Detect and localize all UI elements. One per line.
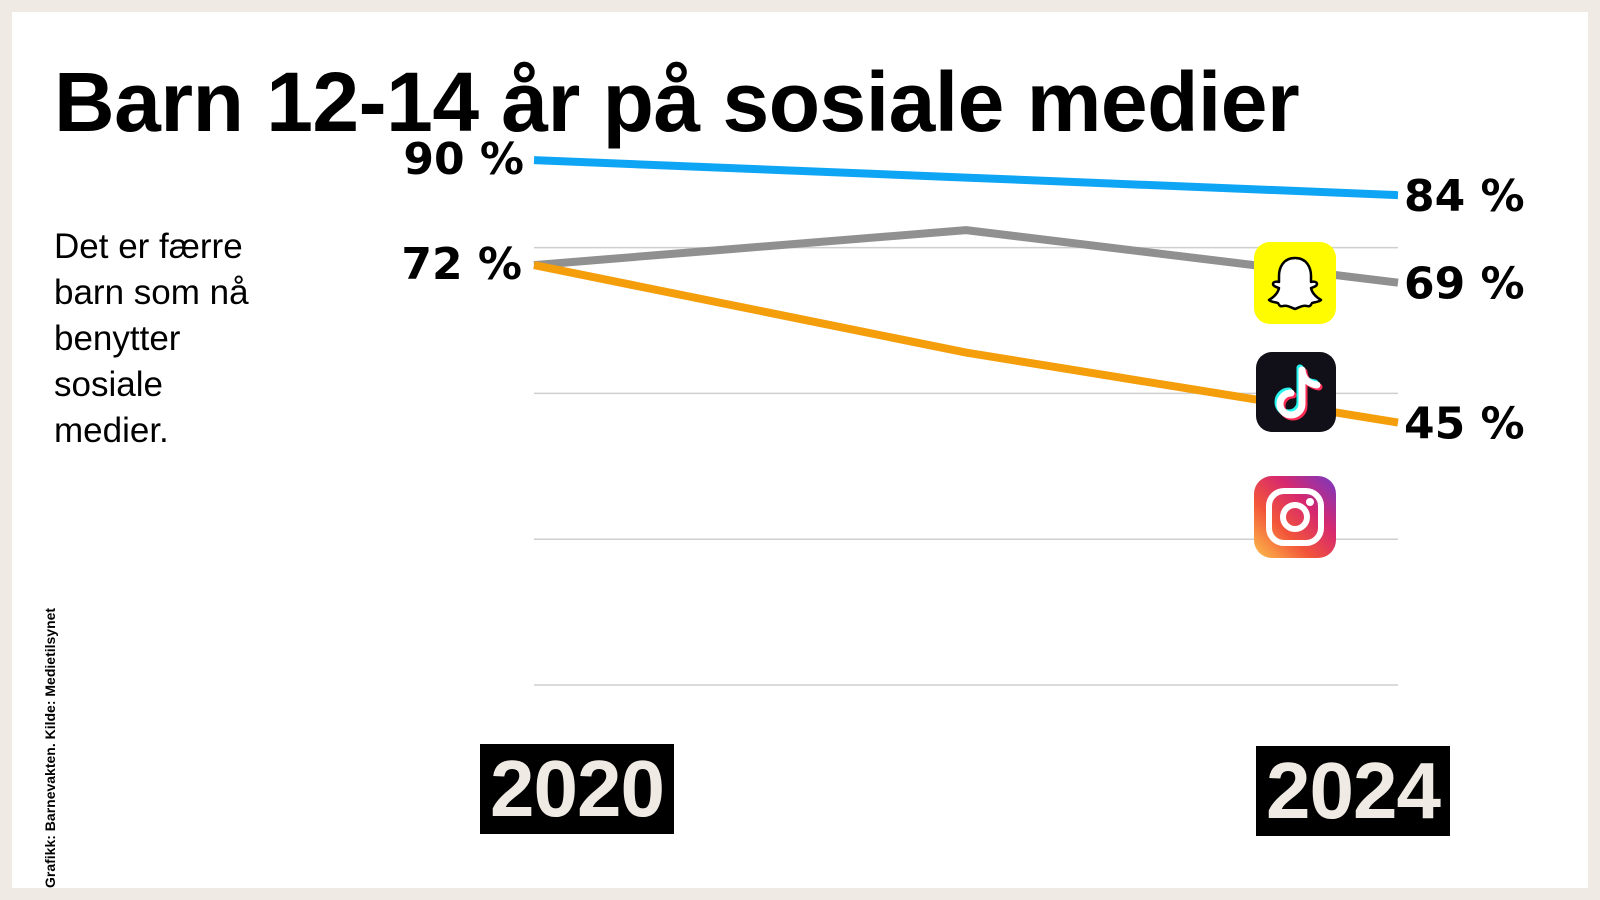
end-value-label: 84 % <box>1404 171 1525 222</box>
snapchat-icon <box>1254 242 1336 324</box>
start-value-label: 72 % <box>401 239 522 290</box>
tiktok-icon <box>1256 352 1336 432</box>
line-chart: 90 % 72 % 84 % 69 % 45 % <box>401 134 1525 686</box>
x-tick-label: 2020 <box>480 744 674 834</box>
end-value-label: 45 % <box>1404 399 1525 450</box>
series-line-0 <box>533 156 1399 200</box>
chart-subtitle: Det er færre barn som nå benytter sosial… <box>54 227 249 450</box>
chart-title: Barn 12-14 år på sosiale medier <box>54 55 1300 149</box>
start-value-label: 90 % <box>403 134 524 185</box>
end-value-label: 69 % <box>1404 259 1525 310</box>
instagram-icon <box>1254 476 1336 558</box>
series-line-2 <box>533 261 1399 427</box>
infographic-card: Barn 12-14 år på sosiale medier Det er f… <box>12 12 1588 888</box>
x-tick-label: 2024 <box>1256 746 1450 836</box>
